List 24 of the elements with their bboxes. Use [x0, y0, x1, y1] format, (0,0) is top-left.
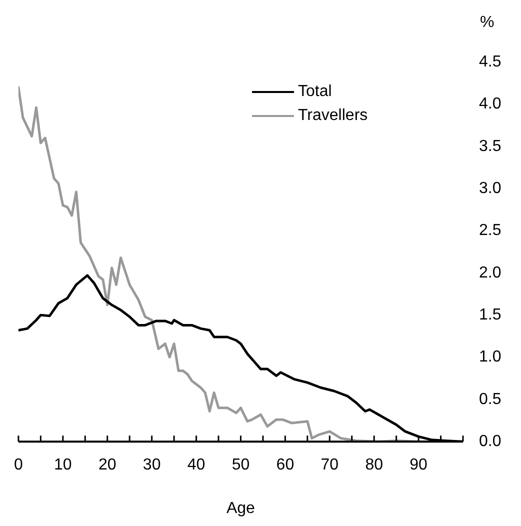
- x-tick-label: 80: [365, 456, 384, 474]
- x-tick-label: 60: [276, 456, 294, 474]
- y-tick-label: 2.5: [479, 222, 502, 240]
- x-axis-title: Age: [226, 500, 256, 517]
- y-tick-label: 4.5: [479, 53, 502, 70]
- x-tick-label: 50: [232, 456, 250, 474]
- x-tick-label: 10: [54, 456, 72, 474]
- x-tick-label: 30: [142, 456, 161, 474]
- x-tick-label: 0: [14, 456, 23, 474]
- y-tick-label: 0.5: [479, 390, 502, 408]
- y-axis-title: %: [480, 14, 494, 32]
- y-tick-label: 4.0: [479, 96, 502, 113]
- x-tick-label: 90: [410, 456, 428, 474]
- y-tick-label: 2.0: [479, 264, 502, 282]
- y-tick-label: 1.5: [479, 306, 502, 324]
- y-tick-label: 3.0: [479, 180, 502, 197]
- y-tick-label: 1.0: [479, 348, 502, 366]
- legend-label: Total: [298, 83, 332, 101]
- y-tick-label: 3.5: [479, 138, 502, 155]
- x-tick-label: 20: [98, 456, 116, 474]
- legend-label: Travellers: [298, 107, 368, 125]
- x-tick-label: 40: [187, 456, 206, 474]
- x-tick-label: 70: [320, 456, 339, 474]
- y-tick-label: 0.0: [479, 433, 502, 450]
